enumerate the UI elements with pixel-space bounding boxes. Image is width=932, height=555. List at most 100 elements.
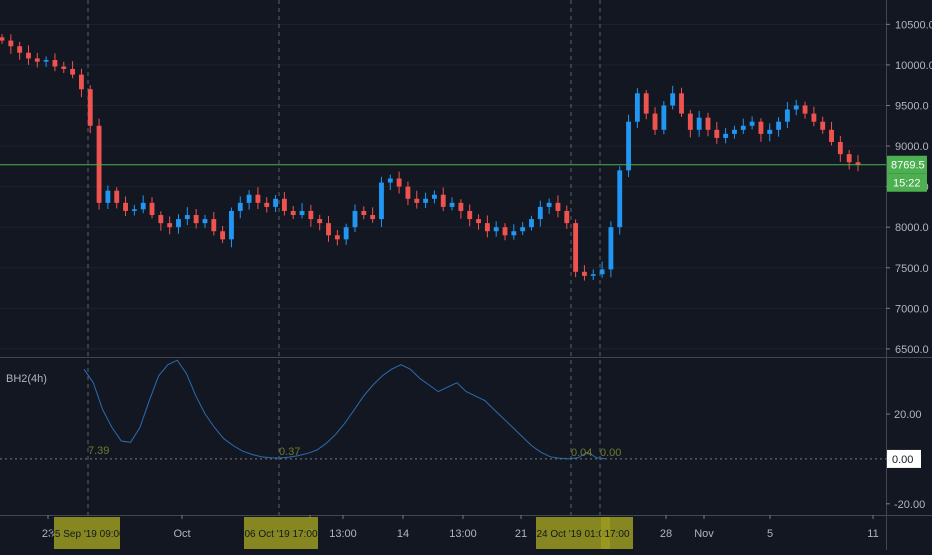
candle-body xyxy=(281,198,287,211)
bar-countdown-label: 15:22 xyxy=(893,178,921,190)
candle-body xyxy=(317,219,323,224)
event-date-label: 06 Oct '19 17:00 xyxy=(244,529,318,540)
indicator-value-label: 0.00 xyxy=(892,454,913,466)
candle-body xyxy=(140,202,146,210)
candle-body xyxy=(520,227,526,232)
candle-body xyxy=(352,210,358,228)
time-tick-label: 5 xyxy=(767,528,773,540)
candle-body xyxy=(105,190,111,203)
indicator-minimum-label: 7.39 xyxy=(88,445,109,457)
candle-body xyxy=(696,117,702,130)
candle-body xyxy=(740,125,746,130)
indicator-minimum-label: 0.37 xyxy=(279,446,300,458)
candle-body xyxy=(176,219,181,228)
candle-body xyxy=(131,209,137,211)
countdown-badge xyxy=(887,173,927,192)
candle-body xyxy=(52,60,58,67)
candle-body xyxy=(8,40,14,47)
candle-body xyxy=(414,198,420,203)
candle-body xyxy=(78,74,84,90)
bh2-indicator-line xyxy=(83,359,607,460)
time-tick-label: 11 xyxy=(867,528,878,540)
price-tick-label: 7500.0 xyxy=(895,263,929,275)
candle-body xyxy=(193,215,199,224)
candle-body xyxy=(590,274,596,276)
candle-body xyxy=(661,105,667,130)
candle-body xyxy=(229,210,234,240)
candle-body xyxy=(343,227,349,240)
candle-body xyxy=(670,93,676,106)
indicator-minimum-label: 0.04 xyxy=(571,447,592,459)
candle-body xyxy=(846,154,852,163)
candle-body xyxy=(643,93,649,114)
candle-body xyxy=(652,113,658,130)
candle-body xyxy=(167,223,173,228)
candle-body xyxy=(87,89,93,126)
candle-body xyxy=(123,202,128,211)
candle-body xyxy=(855,162,861,165)
candle-body xyxy=(149,202,155,216)
time-tick-label: 14 xyxy=(397,528,409,540)
candle-body xyxy=(634,93,640,122)
time-tick-label: 23 xyxy=(42,528,54,540)
candle-body xyxy=(26,52,31,59)
event-date-badge xyxy=(536,517,610,549)
candle-body xyxy=(361,210,367,216)
candle-body xyxy=(811,113,817,122)
indicator-minimum-label: 0.00 xyxy=(600,447,621,459)
candle-body xyxy=(793,105,799,110)
candle-body xyxy=(458,202,464,211)
candle-body xyxy=(405,186,411,199)
grid-lines xyxy=(0,0,886,515)
candle-body xyxy=(202,219,208,224)
indicator-title: BH2(4h) xyxy=(6,373,47,385)
price-pane[interactable] xyxy=(0,34,886,281)
price-tick-label: 10500.0 xyxy=(895,19,932,31)
time-tick-label: 21 xyxy=(515,528,527,540)
candle-body xyxy=(61,66,67,69)
candle-body xyxy=(387,178,393,183)
indicator-pane[interactable]: 7.39 0.37 0.04 0.00 xyxy=(0,359,886,460)
candle-body xyxy=(767,129,773,134)
candle-body xyxy=(511,231,517,236)
candle-body xyxy=(264,202,270,207)
price-tick-label: 7000.0 xyxy=(895,303,929,315)
candle-body xyxy=(546,202,552,207)
candle-body xyxy=(820,121,826,130)
candle-body xyxy=(440,194,446,207)
candle-body xyxy=(431,194,437,199)
candle-body xyxy=(723,133,729,138)
event-date-badge xyxy=(601,517,633,549)
event-date-label: 24 Oct '19 01:00 xyxy=(536,529,610,540)
candle-body xyxy=(687,113,693,130)
candle-body xyxy=(758,121,764,134)
candle-body xyxy=(17,46,23,53)
candle-body xyxy=(599,269,605,275)
candle-body xyxy=(158,215,164,224)
last-price-badge xyxy=(887,155,927,174)
candle-body xyxy=(784,109,790,122)
price-tick-label: 10000.0 xyxy=(895,60,932,72)
candle-body xyxy=(802,105,808,114)
candle-body xyxy=(334,235,340,240)
candle-body xyxy=(555,202,561,211)
candle-body xyxy=(246,194,252,203)
candle-body xyxy=(237,202,243,211)
candle-body xyxy=(308,210,314,220)
candle-body xyxy=(476,219,481,224)
candle-body xyxy=(608,227,614,270)
candle-body xyxy=(255,194,261,203)
candle-body xyxy=(370,215,376,220)
event-date-badge xyxy=(244,517,318,549)
candle-body xyxy=(749,121,755,126)
candle-body xyxy=(829,129,834,142)
candle-body xyxy=(423,198,429,203)
candle-body xyxy=(0,37,5,41)
candle-body xyxy=(467,210,473,220)
candle-body xyxy=(326,223,331,236)
indicator-tick-label: 20.00 xyxy=(894,409,922,421)
candle-body xyxy=(732,129,737,134)
candle-body xyxy=(211,219,217,232)
